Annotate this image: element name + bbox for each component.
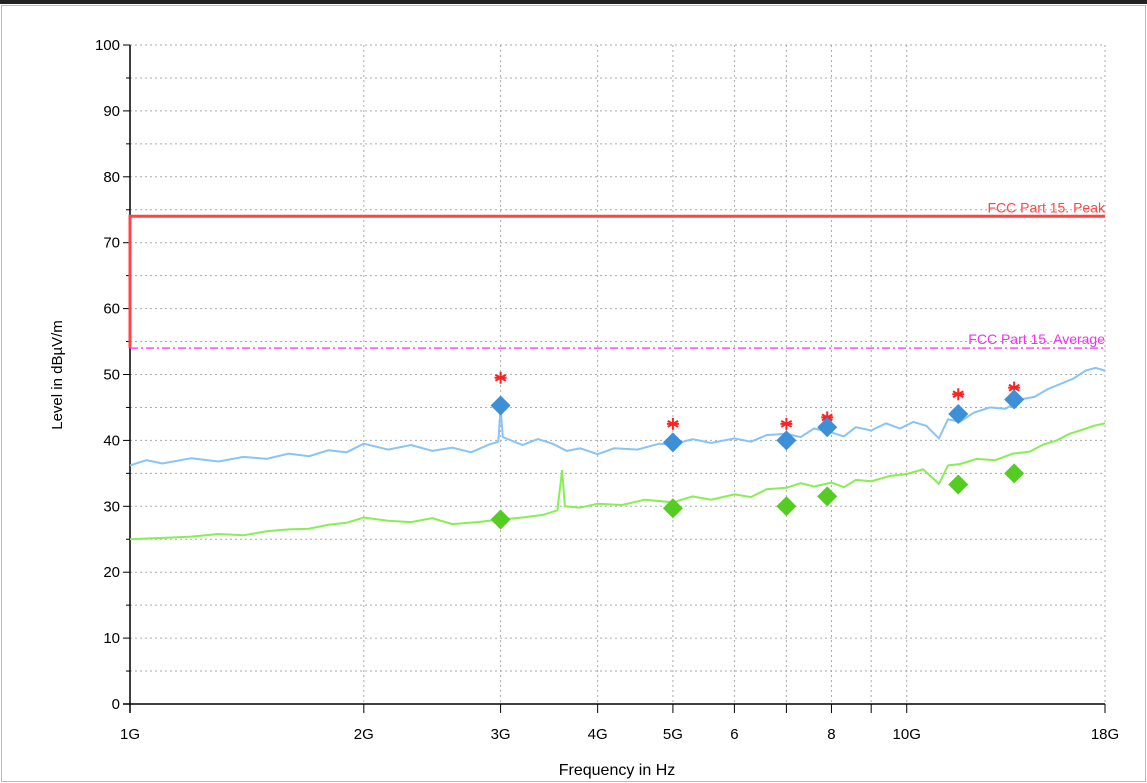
y-axis-label: Level in dBµV/m [49, 320, 66, 430]
x-tick-label: 4G [588, 726, 608, 743]
x-axis-label: Frequency in Hz [559, 762, 676, 779]
x-tick-label: 5G [663, 726, 683, 743]
diamond-marker [1004, 463, 1025, 484]
x-tick-label: 8 [827, 726, 835, 743]
diamond-marker [776, 430, 797, 451]
star-marker [666, 417, 679, 430]
star-marker [780, 417, 793, 430]
y-tick-label: 50 [103, 367, 120, 384]
x-tick-label: 2G [354, 726, 374, 743]
window-top-bar [0, 0, 1147, 4]
diamond-marker [1004, 389, 1025, 410]
y-tick-label: 10 [103, 630, 120, 647]
diamond-marker [662, 432, 683, 453]
window-frame [1, 5, 1146, 782]
x-tick-label: 18G [1091, 726, 1119, 743]
limit-label: FCC Part 15. Average [968, 331, 1105, 347]
y-tick-label: 40 [103, 432, 120, 449]
star-marker [952, 388, 965, 401]
diamond-marker [948, 474, 969, 495]
x-tick-label: 3G [491, 726, 511, 743]
y-tick-label: 20 [103, 564, 120, 581]
y-tick-label: 80 [103, 169, 120, 186]
diamond-marker [776, 496, 797, 517]
y-tick-label: 0 [112, 696, 120, 713]
diamond-marker [948, 404, 969, 425]
x-tick-label: 10G [893, 726, 921, 743]
x-tick-label: 6 [730, 726, 738, 743]
limit-label: FCC Part 15. Peak [988, 199, 1106, 215]
y-tick-label: 30 [103, 498, 120, 515]
diamond-marker [817, 417, 838, 438]
trace [129, 422, 1106, 541]
y-tick-label: 90 [103, 103, 120, 120]
limit-line [128, 214, 1105, 349]
x-tick-label: 1G [120, 726, 140, 743]
y-tick-label: 100 [95, 37, 120, 54]
diamond-marker [490, 509, 511, 530]
star-marker [1008, 381, 1021, 394]
diamond-marker [490, 395, 511, 416]
diamond-marker [817, 486, 838, 507]
y-tick-label: 60 [103, 301, 120, 318]
y-tick-label: 70 [103, 235, 120, 252]
star-marker [494, 371, 507, 384]
diamond-marker [662, 498, 683, 519]
